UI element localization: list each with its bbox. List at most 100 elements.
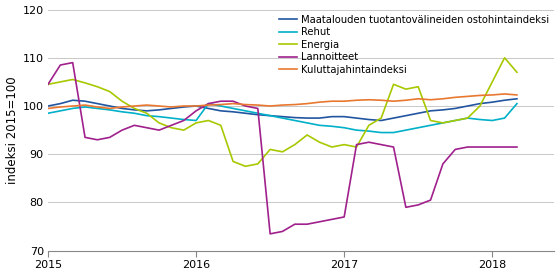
- Kuluttajahintaindeksi: [168, 105, 175, 109]
- Maatalouden tuotantovälineiden ostohintaindeksi: [440, 108, 446, 112]
- Maatalouden tuotantovälineiden ostohintaindeksi: [205, 107, 212, 110]
- Lannoitteet: [464, 145, 471, 149]
- Line: Rehut: Rehut: [48, 104, 517, 132]
- Maatalouden tuotantovälineiden ostohintaindeksi: [415, 112, 422, 115]
- Lannoitteet: [415, 203, 422, 206]
- Energia: [242, 165, 249, 168]
- Maatalouden tuotantovälineiden ostohintaindeksi: [353, 116, 360, 120]
- Maatalouden tuotantovälineiden ostohintaindeksi: [501, 99, 508, 102]
- Energia: [440, 121, 446, 124]
- Lannoitteet: [217, 100, 224, 103]
- Maatalouden tuotantovälineiden ostohintaindeksi: [45, 104, 52, 108]
- Line: Kuluttajahintaindeksi: Kuluttajahintaindeksi: [48, 94, 517, 108]
- Lannoitteet: [440, 162, 446, 166]
- Rehut: [45, 112, 52, 115]
- Lannoitteet: [514, 145, 520, 149]
- Energia: [279, 150, 286, 153]
- Energia: [464, 116, 471, 120]
- Maatalouden tuotantovälineiden ostohintaindeksi: [464, 104, 471, 108]
- Line: Maatalouden tuotantovälineiden ostohintaindeksi: Maatalouden tuotantovälineiden ostohinta…: [48, 99, 517, 121]
- Energia: [180, 129, 187, 132]
- Kuluttajahintaindeksi: [45, 107, 52, 110]
- Kuluttajahintaindeksi: [279, 104, 286, 107]
- Lannoitteet: [304, 222, 310, 226]
- Kuluttajahintaindeksi: [316, 100, 323, 104]
- Kuluttajahintaindeksi: [217, 103, 224, 106]
- Energia: [57, 80, 64, 84]
- Rehut: [403, 129, 409, 132]
- Maatalouden tuotantovälineiden ostohintaindeksi: [477, 102, 483, 105]
- Kuluttajahintaindeksi: [353, 99, 360, 102]
- Energia: [143, 112, 150, 115]
- Energia: [205, 119, 212, 122]
- Maatalouden tuotantovälineiden ostohintaindeksi: [279, 115, 286, 118]
- Kuluttajahintaindeksi: [501, 92, 508, 95]
- Energia: [427, 119, 434, 122]
- Kuluttajahintaindeksi: [489, 93, 496, 97]
- Lannoitteet: [378, 143, 385, 146]
- Kuluttajahintaindeksi: [57, 105, 64, 109]
- Energia: [415, 85, 422, 88]
- Lannoitteet: [45, 83, 52, 86]
- Rehut: [291, 119, 298, 122]
- Energia: [82, 81, 88, 84]
- Kuluttajahintaindeksi: [82, 104, 88, 107]
- Maatalouden tuotantovälineiden ostohintaindeksi: [329, 115, 335, 118]
- Lannoitteet: [230, 100, 236, 103]
- Maatalouden tuotantovälineiden ostohintaindeksi: [390, 116, 397, 120]
- Rehut: [131, 112, 138, 115]
- Kuluttajahintaindeksi: [242, 103, 249, 106]
- Maatalouden tuotantovälineiden ostohintaindeksi: [57, 102, 64, 105]
- Kuluttajahintaindeksi: [193, 104, 199, 108]
- Lannoitteet: [477, 145, 483, 149]
- Energia: [501, 56, 508, 59]
- Rehut: [353, 129, 360, 132]
- Lannoitteet: [489, 145, 496, 149]
- Lannoitteet: [353, 143, 360, 146]
- Energia: [378, 116, 385, 120]
- Energia: [156, 121, 162, 124]
- Rehut: [230, 107, 236, 110]
- Lannoitteet: [106, 136, 113, 139]
- Lannoitteet: [501, 145, 508, 149]
- Lannoitteet: [180, 119, 187, 122]
- Lannoitteet: [119, 129, 125, 132]
- Maatalouden tuotantovälineiden ostohintaindeksi: [304, 116, 310, 120]
- Lannoitteet: [94, 138, 101, 141]
- Maatalouden tuotantovälineiden ostohintaindeksi: [489, 100, 496, 104]
- Maatalouden tuotantovälineiden ostohintaindeksi: [180, 105, 187, 109]
- Maatalouden tuotantovälineiden ostohintaindeksi: [514, 97, 520, 100]
- Rehut: [242, 109, 249, 113]
- Energia: [403, 87, 409, 91]
- Maatalouden tuotantovälineiden ostohintaindeksi: [156, 108, 162, 112]
- Kuluttajahintaindeksi: [131, 104, 138, 108]
- Maatalouden tuotantovälineiden ostohintaindeksi: [217, 109, 224, 113]
- Rehut: [180, 118, 187, 121]
- Maatalouden tuotantovälineiden ostohintaindeksi: [378, 119, 385, 122]
- Maatalouden tuotantovälineiden ostohintaindeksi: [427, 109, 434, 113]
- Rehut: [57, 109, 64, 113]
- Maatalouden tuotantovälineiden ostohintaindeksi: [168, 107, 175, 110]
- Energia: [341, 143, 348, 146]
- Maatalouden tuotantovälineiden ostohintaindeksi: [230, 110, 236, 113]
- Maatalouden tuotantovälineiden ostohintaindeksi: [316, 116, 323, 120]
- Maatalouden tuotantovälineiden ostohintaindeksi: [341, 115, 348, 118]
- Kuluttajahintaindeksi: [119, 105, 125, 109]
- Rehut: [440, 121, 446, 124]
- Lannoitteet: [82, 136, 88, 139]
- Rehut: [501, 116, 508, 120]
- Maatalouden tuotantovälineiden ostohintaindeksi: [119, 107, 125, 110]
- Kuluttajahintaindeksi: [180, 104, 187, 108]
- Energia: [193, 121, 199, 124]
- Energia: [106, 90, 113, 93]
- Kuluttajahintaindeksi: [106, 107, 113, 110]
- Maatalouden tuotantovälineiden ostohintaindeksi: [143, 109, 150, 113]
- Energia: [291, 143, 298, 146]
- Energia: [230, 160, 236, 163]
- Rehut: [427, 124, 434, 127]
- Energia: [452, 119, 459, 122]
- Kuluttajahintaindeksi: [205, 104, 212, 107]
- Maatalouden tuotantovälineiden ostohintaindeksi: [403, 114, 409, 117]
- Kuluttajahintaindeksi: [304, 102, 310, 105]
- Lannoitteet: [291, 222, 298, 226]
